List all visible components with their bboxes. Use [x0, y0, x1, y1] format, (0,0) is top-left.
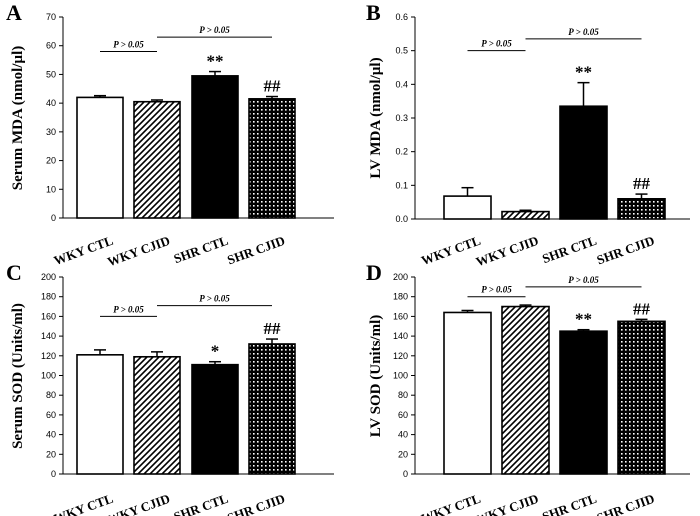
- x-tick-label: WKY CTL: [419, 491, 483, 516]
- y-tick-label: 40: [46, 430, 56, 440]
- x-tick-label: WKY CTL: [52, 233, 116, 268]
- panel-a: A Serum MDA (nmol/µl) 0 10 20 30 40 50 60 70 WKY C…: [6, 0, 334, 269]
- x-tick-label: SHR CJID: [225, 491, 287, 516]
- bar-shr-ctl: [559, 105, 608, 220]
- bar-shr-cjid: [248, 98, 296, 219]
- y-tick-label: 60: [46, 41, 56, 51]
- x-tick-label: SHR CTL: [172, 233, 231, 267]
- x-tick-label: SHR CTL: [172, 491, 231, 516]
- y-tick-label: 30: [46, 127, 56, 137]
- comparison-label: P > 0.05: [568, 27, 599, 37]
- y-tick-label: 100: [41, 371, 56, 381]
- y-tick-label: 10: [46, 184, 56, 194]
- comparison-label: P > 0.05: [199, 294, 230, 304]
- panel-letter: B: [366, 0, 381, 25]
- significance-marker: **: [575, 63, 592, 82]
- y-tick-label: 0.4: [395, 79, 408, 89]
- x-tick-label: SHR CTL: [540, 491, 599, 516]
- x-tick-label: WKY CJID: [105, 233, 172, 270]
- panel-letter: D: [366, 260, 382, 285]
- bar-wky-ctl: [443, 195, 492, 220]
- bar-wky-ctl: [76, 354, 124, 475]
- y-tick-label: 100: [393, 371, 408, 381]
- panel-letter: A: [6, 0, 22, 25]
- panel-c: C Serum SOD (Units/ml) 0 20 40 60 80 100 120 140 1…: [6, 260, 334, 516]
- bar-wky-cjid: [133, 100, 181, 219]
- bar-shr-ctl: [559, 330, 608, 475]
- comparison-label: P > 0.05: [113, 304, 144, 314]
- panel-b: B LV MDA (nmol/µl) 0.0 0.1 0.2 0.3 0.4 0.5 0.6 WK…: [366, 0, 690, 269]
- y-tick-label: 200: [393, 272, 408, 282]
- panel-d: D LV SOD (Units/ml) 0 20 40 60 80 100 120 140 160 1…: [366, 260, 690, 516]
- y-tick-label: 180: [41, 292, 56, 302]
- y-tick-label: 0: [403, 469, 408, 479]
- y-axis-title: Serum MDA (nmol/µl): [10, 46, 26, 190]
- y-tick-label: 200: [41, 272, 56, 282]
- x-tick-label: WKY CJID: [474, 491, 541, 516]
- bar-shr-cjid: [617, 198, 666, 220]
- y-axis-title: Serum SOD (Units/ml): [10, 303, 26, 449]
- y-tick-label: 60: [398, 410, 408, 420]
- x-tick-label: SHR CJID: [225, 233, 287, 268]
- bar-wky-cjid: [501, 305, 550, 475]
- bar-shr-cjid: [617, 320, 666, 475]
- significance-marker: ##: [264, 77, 282, 96]
- y-tick-label: 20: [46, 156, 56, 166]
- y-axis-title: LV SOD (Units/ml): [368, 315, 384, 438]
- y-tick-label: 50: [46, 69, 56, 79]
- y-tick-label: 40: [46, 98, 56, 108]
- y-tick-label: 0.2: [395, 147, 408, 157]
- y-axis-title: LV MDA (nmol/µl): [368, 57, 384, 178]
- y-tick-label: 0.0: [395, 214, 408, 224]
- comparison-label: P > 0.05: [481, 39, 512, 49]
- bar-wky-cjid: [133, 355, 181, 475]
- x-tick-label: SHR CTL: [540, 233, 599, 267]
- y-tick-label: 180: [393, 292, 408, 302]
- comparison-label: P > 0.05: [568, 275, 599, 285]
- significance-marker: ##: [264, 319, 282, 338]
- y-tick-label: 20: [398, 449, 408, 459]
- bar-wky-ctl: [76, 96, 124, 219]
- bar-wky-ctl: [443, 311, 492, 475]
- y-tick-label: 20: [46, 449, 56, 459]
- y-tick-label: 40: [398, 430, 408, 440]
- y-tick-label: 60: [46, 410, 56, 420]
- comparison-label: P > 0.05: [113, 39, 144, 49]
- y-tick-label: 160: [393, 311, 408, 321]
- y-tick-label: 0: [51, 213, 56, 223]
- comparison-label: P > 0.05: [199, 25, 230, 35]
- y-tick-label: 0: [51, 469, 56, 479]
- x-tick-label: WKY CTL: [419, 233, 483, 268]
- significance-marker: ##: [633, 299, 651, 318]
- significance-marker: ##: [633, 174, 651, 193]
- y-tick-label: 120: [393, 351, 408, 361]
- y-tick-label: 120: [41, 351, 56, 361]
- y-tick-label: 140: [41, 331, 56, 341]
- y-tick-label: 140: [393, 331, 408, 341]
- y-tick-label: 80: [398, 390, 408, 400]
- y-tick-label: 70: [46, 12, 56, 22]
- x-tick-label: WKY CJID: [105, 491, 172, 516]
- y-tick-label: 0.1: [395, 180, 408, 190]
- bar-shr-ctl: [191, 363, 239, 475]
- x-tick-label: SHR CJID: [595, 233, 657, 268]
- panel-letter: C: [6, 260, 22, 285]
- y-tick-label: 80: [46, 390, 56, 400]
- significance-marker: **: [575, 310, 592, 329]
- bar-shr-cjid: [248, 343, 296, 475]
- x-tick-label: SHR CJID: [595, 491, 657, 516]
- significance-marker: **: [207, 52, 224, 71]
- bar-wky-cjid: [501, 210, 550, 220]
- y-tick-label: 0.6: [395, 12, 408, 22]
- x-tick-label: WKY CJID: [474, 233, 541, 270]
- bar-shr-ctl: [191, 75, 239, 219]
- y-tick-label: 0.5: [395, 46, 408, 56]
- comparison-label: P > 0.05: [481, 285, 512, 295]
- y-tick-label: 0.3: [395, 113, 408, 123]
- y-tick-label: 160: [41, 311, 56, 321]
- significance-marker: *: [211, 342, 220, 361]
